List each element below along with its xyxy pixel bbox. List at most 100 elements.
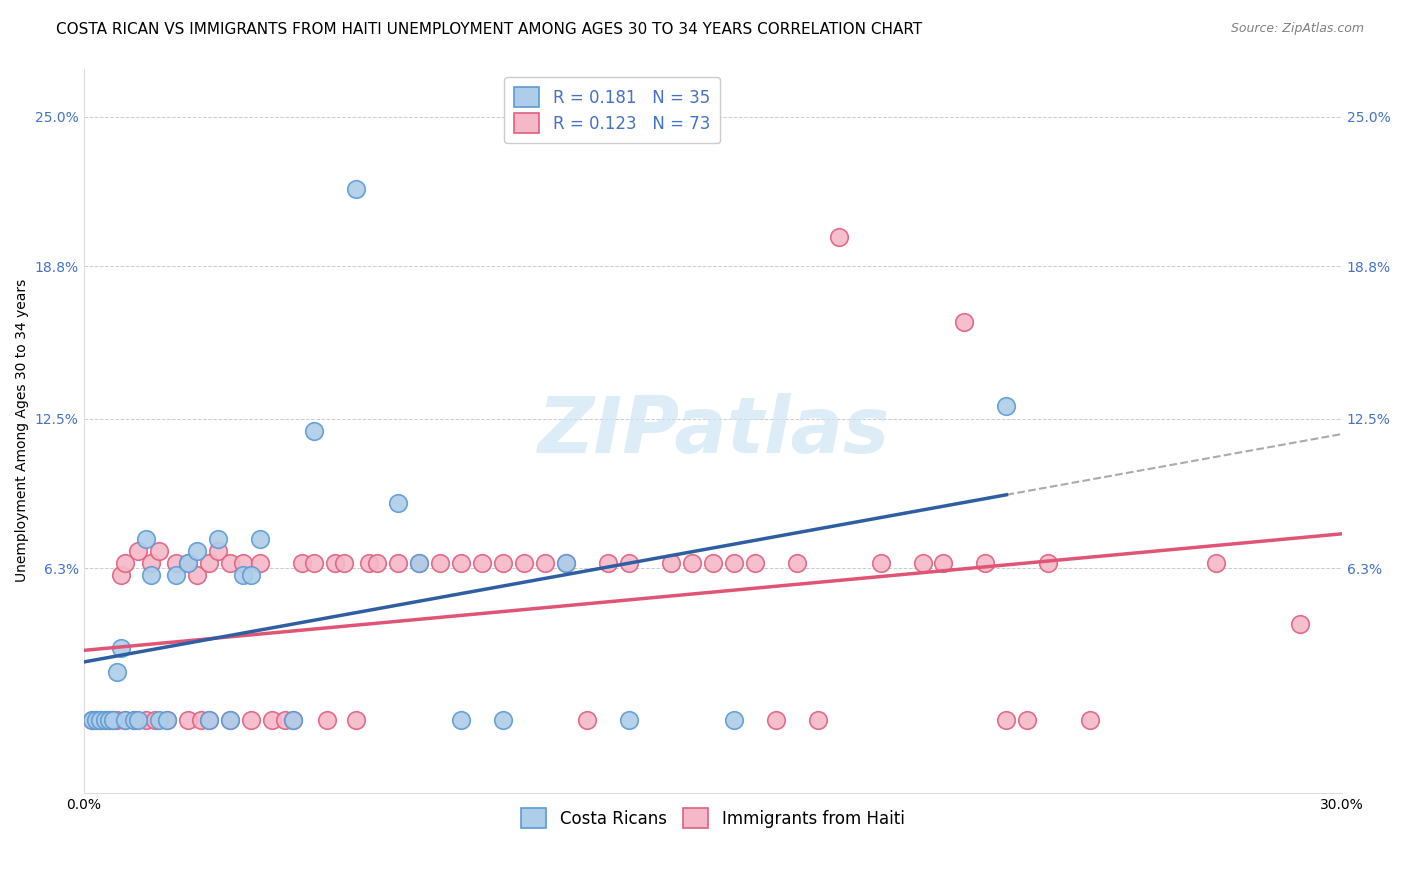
Point (869, 557, 891, 571)
Point (232, 568, 254, 582)
Point (165, 568, 187, 582)
Point (765, 713, 787, 727)
Point (283, 713, 305, 727)
Point (198, 713, 221, 727)
Point (1205, 557, 1227, 571)
Point (139, 557, 162, 571)
Point (139, 568, 162, 582)
Point (105, 713, 128, 727)
Point (80, 713, 103, 727)
Point (323, 557, 346, 571)
Point (492, 713, 515, 727)
Point (240, 713, 263, 727)
Point (101, 713, 124, 727)
Point (110, 640, 132, 655)
Point (681, 557, 703, 571)
Point (249, 557, 271, 571)
Point (207, 532, 229, 546)
Point (387, 557, 409, 571)
Point (1017, 713, 1039, 727)
Point (304, 424, 326, 438)
Point (186, 568, 208, 582)
Point (953, 315, 976, 329)
Point (332, 557, 354, 571)
Point (84, 713, 107, 727)
Point (555, 557, 578, 571)
Point (995, 400, 1018, 414)
Point (127, 713, 149, 727)
Point (471, 557, 494, 571)
Point (84, 713, 107, 727)
Point (93, 713, 115, 727)
Point (450, 713, 472, 727)
Point (156, 713, 179, 727)
Point (357, 557, 380, 571)
Point (177, 557, 200, 571)
Point (702, 557, 724, 571)
Point (135, 713, 157, 727)
Text: COSTA RICAN VS IMMIGRANTS FROM HAITI UNEMPLOYMENT AMONG AGES 30 TO 34 YEARS CORR: COSTA RICAN VS IMMIGRANTS FROM HAITI UNE… (56, 22, 922, 37)
Point (105, 665, 128, 679)
Point (148, 713, 170, 727)
Point (80, 713, 103, 727)
Point (723, 557, 745, 571)
Point (122, 713, 145, 727)
Point (198, 557, 221, 571)
Point (429, 557, 451, 571)
Point (911, 557, 934, 571)
Point (97, 713, 120, 727)
Point (534, 557, 557, 571)
Point (596, 557, 619, 571)
Point (492, 557, 515, 571)
Point (659, 557, 682, 571)
Point (513, 557, 536, 571)
Point (143, 713, 166, 727)
Point (555, 557, 578, 571)
Point (291, 557, 314, 571)
Point (114, 713, 136, 727)
Text: ZIPatlas: ZIPatlas (537, 392, 889, 468)
Point (148, 544, 170, 558)
Point (723, 713, 745, 727)
Point (1289, 616, 1312, 631)
Point (249, 532, 271, 546)
Point (198, 713, 221, 727)
Point (974, 557, 997, 571)
Text: Source: ZipAtlas.com: Source: ZipAtlas.com (1230, 22, 1364, 36)
Point (165, 557, 187, 571)
Point (240, 568, 263, 582)
Point (122, 713, 145, 727)
Point (93, 713, 115, 727)
Point (177, 713, 200, 727)
Point (344, 182, 367, 196)
Point (89, 713, 111, 727)
Point (114, 713, 136, 727)
Y-axis label: Unemployment Among Ages 30 to 34 years: Unemployment Among Ages 30 to 34 years (15, 279, 30, 582)
Point (190, 713, 212, 727)
Point (156, 713, 179, 727)
Point (283, 713, 305, 727)
Point (575, 713, 598, 727)
Point (932, 557, 955, 571)
Point (262, 713, 284, 727)
Point (127, 544, 149, 558)
Point (114, 557, 136, 571)
Point (387, 496, 409, 510)
Point (807, 713, 830, 727)
Point (135, 532, 157, 546)
Point (186, 544, 208, 558)
Point (101, 713, 124, 727)
Point (207, 544, 229, 558)
Point (315, 713, 337, 727)
Point (219, 713, 242, 727)
Point (110, 568, 132, 582)
Point (89, 713, 111, 727)
Point (786, 557, 808, 571)
Point (617, 557, 640, 571)
Point (995, 713, 1018, 727)
Point (177, 557, 200, 571)
Point (219, 713, 242, 727)
Point (617, 713, 640, 727)
Point (827, 230, 849, 244)
Point (344, 713, 367, 727)
